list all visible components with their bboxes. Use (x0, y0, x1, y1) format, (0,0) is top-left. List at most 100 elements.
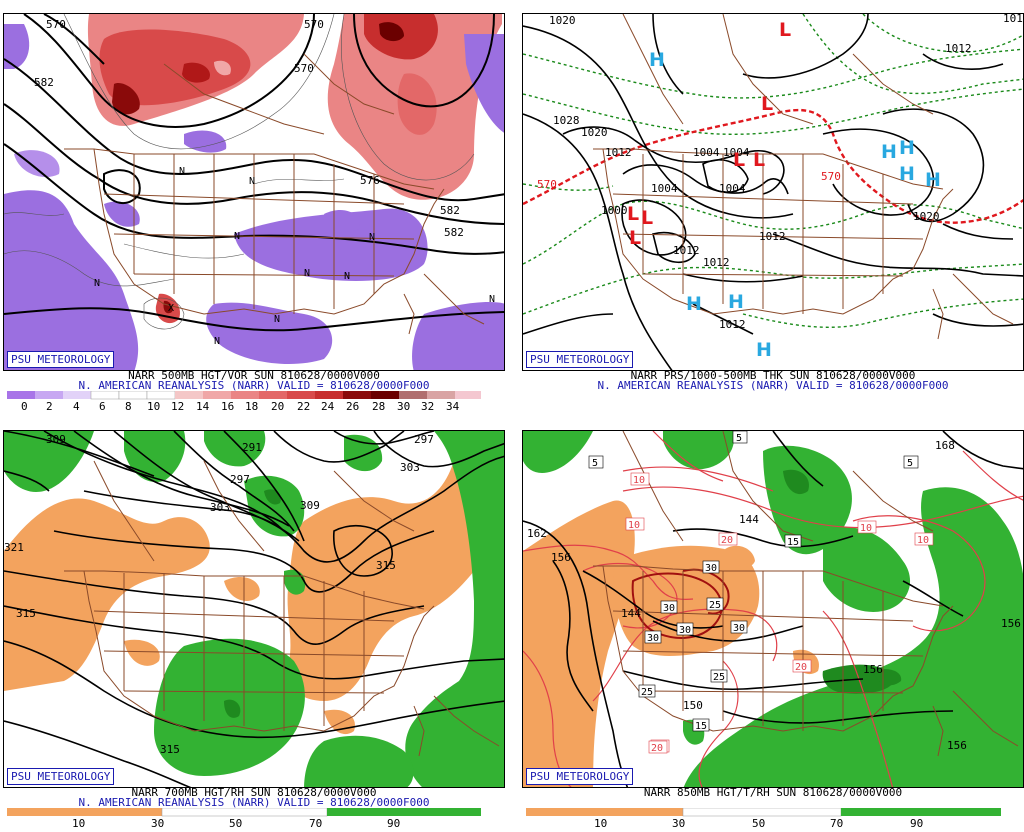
isobars (523, 14, 1023, 370)
low-pressure-marker: L (761, 93, 773, 115)
isobar-label: 1012 (673, 244, 700, 257)
contour-label: 150 (683, 699, 703, 712)
height-contours (4, 431, 504, 787)
isobar-label: 1004 (651, 182, 678, 195)
rh-colorbar: 10 30 50 70 90 (3, 807, 505, 830)
colorbar-tick-label: 16 (221, 400, 234, 411)
panel-subtitle: N. AMERICAN REANALYSIS (NARR) VALID = 81… (78, 379, 430, 392)
contour-label: 321 (4, 541, 24, 554)
panel-500mb-vorticity: 570 582 576 582 570 582 570 N N N N N N … (3, 13, 505, 413)
panel-pressure-thickness: 1020 1028 1020 1012 1004 1004 1000 1004 … (522, 13, 1024, 411)
temp-label-box: 30 (660, 600, 678, 614)
temp-label-box: 20 (648, 740, 668, 754)
temp-label: 5 (592, 458, 598, 469)
rh-colorbar: 10 30 50 70 90 (522, 807, 1024, 830)
temp-label: 30 (679, 625, 691, 636)
colorbar-tick-label: 2 (46, 400, 53, 411)
high-pressure-marker: H (756, 339, 772, 361)
thickness-570-contour (523, 108, 1023, 224)
map-700mb-rh: 309 291 297 303 309 303 297 315 315 321 … (3, 430, 505, 788)
contour-labels: 309 291 297 303 309 303 297 315 315 321 … (4, 433, 434, 756)
colorbar-tick-labels: 0 2 4 6 8 10 12 14 16 18 20 22 24 26 28 … (21, 400, 460, 413)
contour-label: 570 (304, 18, 324, 31)
low-pressure-marker: L (641, 207, 653, 229)
temp-label: 30 (663, 603, 675, 614)
thickness-labels: 570 570 (537, 170, 841, 191)
temp-label: 20 (721, 535, 733, 546)
high-pressure-marker: H (649, 49, 665, 71)
colorbar-tick-label: 20 (271, 400, 284, 411)
min-label: N (369, 232, 375, 243)
temp-label: 30 (647, 633, 659, 644)
contour-labels: 570 582 576 582 570 582 570 (34, 18, 464, 239)
contour-label: 144 (739, 513, 759, 526)
temp-label: 30 (705, 563, 717, 574)
temp-label: 25 (713, 672, 725, 683)
contour-label: 303 (210, 501, 230, 514)
political-borders (593, 431, 1019, 757)
colorbar-tick-label: 30 (397, 400, 410, 411)
contour-label: 156 (1001, 617, 1021, 630)
height-labels: 162 156 144 150 156 156 156 144 168 (527, 439, 1021, 752)
temp-label: 25 (641, 687, 653, 698)
thickness-label: 570 (537, 178, 557, 191)
contour-label: 315 (376, 559, 396, 572)
psu-meteorology-badge: PSU METEOROLOGY (7, 768, 115, 785)
map-850mb-temp-rh: 162 156 144 150 156 156 156 144 168 5 5 … (522, 430, 1024, 788)
temp-label: 30 (733, 623, 745, 634)
contour-label: 297 (414, 433, 434, 446)
temp-label-box: 20 (792, 659, 812, 673)
temp-label-box: 25 (710, 669, 728, 683)
contour-label: 309 (46, 433, 66, 446)
colorbar-tick-label: 14 (196, 400, 210, 411)
contour-label: 291 (242, 441, 262, 454)
temp-label-box: 25 (638, 684, 656, 698)
panel-subtitle: N. AMERICAN REANALYSIS (NARR) VALID = 81… (78, 796, 430, 809)
isobar-label: 1012 (759, 230, 786, 243)
colorbar-tick-label: 0 (21, 400, 28, 411)
panel-title: NARR PRS/1000-500MB THK SUN 810628/0000V… (630, 369, 916, 382)
colorbar-swatches (7, 807, 481, 817)
contour-label: 315 (16, 607, 36, 620)
contour-label: 582 (34, 76, 54, 89)
low-markers: L L L L L L L (627, 19, 791, 249)
isobar-label: 1000 (601, 204, 628, 217)
feature-labels: N N N N N N N N N N X (94, 166, 495, 347)
colorbar-tick-label: 12 (171, 400, 184, 411)
contour-label: 162 (527, 527, 547, 540)
isobar-label: 1012 (719, 318, 746, 331)
temp-label-box: 10 (630, 472, 650, 486)
isobar-label: 1012 (945, 42, 972, 55)
isobar-label: 1028 (553, 114, 580, 127)
positive-vorticity-shading (64, 14, 502, 324)
isobar-label: 1020 (549, 14, 576, 27)
panel-title: NARR 700MB HGT/RH SUN 810628/0000V000 (131, 786, 377, 799)
contour-label: 144 (621, 607, 641, 620)
colorbar-tick-label: 28 (372, 400, 385, 411)
high-pressure-marker: H (925, 169, 941, 191)
temp-label-box: 30 (644, 630, 662, 644)
temp-label-box: 30 (702, 560, 720, 574)
contour-label: 168 (935, 439, 955, 452)
temp-label-box: 15 (784, 534, 802, 548)
map-500mb-vorticity: 570 582 576 582 570 582 570 N N N N N N … (3, 13, 505, 371)
low-pressure-marker: L (753, 149, 765, 171)
min-label: N (344, 271, 350, 282)
colorbar-tick-label: 32 (421, 400, 434, 411)
height-contours (523, 431, 1023, 787)
temp-label-box: 30 (730, 620, 748, 634)
min-label: N (489, 294, 495, 305)
negative-vorticity-shading (4, 24, 504, 370)
contour-label: 582 (440, 204, 460, 217)
temp-label-box: 5 (732, 431, 748, 444)
colorbar-tick-label: 34 (446, 400, 460, 411)
temp-label: 15 (787, 537, 799, 548)
isobar-label: 1020 (581, 126, 608, 139)
contour-label: 570 (46, 18, 66, 31)
colorbar-tick-label: 24 (321, 400, 335, 411)
map-pressure-thickness: 1020 1028 1020 1012 1004 1004 1000 1004 … (522, 13, 1024, 371)
temp-label: 10 (860, 523, 872, 534)
panel-700mb-rh: 309 291 297 303 309 303 297 315 315 321 … (3, 430, 505, 830)
colorbar-tick-label: 22 (297, 400, 310, 411)
min-label: N (249, 176, 255, 187)
